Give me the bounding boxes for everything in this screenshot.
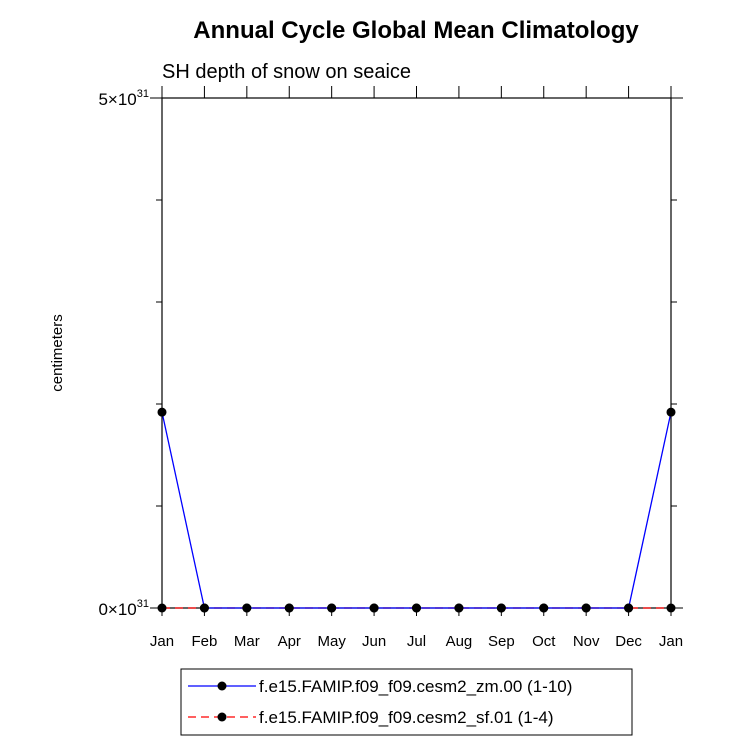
y-tick-label: 5×1031 (98, 88, 149, 109)
legend-label-1: f.e15.FAMIP.f09_f09.cesm2_zm.00 (1-10) (259, 677, 572, 696)
plot-frame (161, 97, 672, 609)
x-tick-label: Sep (488, 633, 515, 650)
x-tick-label: Nov (573, 633, 600, 650)
legend-marker-1 (217, 681, 227, 691)
series-2-point (242, 603, 252, 613)
x-tick-label: Dec (615, 633, 642, 650)
x-tick-label: Mar (234, 633, 260, 650)
series-2-point (666, 603, 676, 613)
legend: f.e15.FAMIP.f09_f09.cesm2_zm.00 (1-10) f.… (180, 668, 633, 736)
series-2-point (369, 603, 379, 613)
series-2-point (412, 603, 421, 613)
series-2-point (581, 603, 591, 613)
legend-label-2: f.e15.FAMIP.f09_f09.cesm2_sf.01 (1-4) (259, 708, 554, 727)
series-2-point (496, 603, 506, 613)
x-tick-label: Jul (407, 633, 426, 650)
chart-subtitle: SH depth of snow on seaice (162, 61, 411, 83)
series-2-point (624, 603, 634, 613)
x-tick-label: Jun (362, 633, 386, 650)
x-tick-label: Jan (659, 633, 683, 650)
series-2-point (199, 603, 209, 613)
legend-marker-2 (217, 712, 227, 722)
x-tick-label: Oct (532, 633, 556, 650)
series-2-point (284, 603, 294, 613)
series-1-point (666, 407, 676, 417)
legend-box (180, 668, 633, 736)
x-tick-label: Apr (278, 633, 301, 650)
series-line-1 (161, 412, 672, 609)
y-tick-label: 0×1031 (98, 598, 149, 619)
y-axis-label: centimeters (49, 314, 66, 392)
x-tick-label: Jan (150, 633, 174, 650)
chart-title: Annual Cycle Global Mean Climatology (193, 17, 639, 44)
series-2-point (539, 603, 549, 613)
x-tick-label: May (317, 633, 346, 650)
x-tick-label: Feb (191, 633, 217, 650)
x-tick-label: Aug (446, 633, 473, 650)
series-2-point (454, 603, 464, 613)
series-2-point (327, 603, 337, 613)
series-1-point (157, 407, 167, 417)
series-2-point (157, 603, 167, 613)
